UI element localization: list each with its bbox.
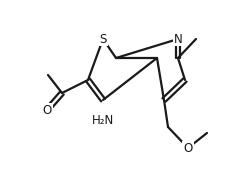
Text: H₂N: H₂N bbox=[92, 113, 114, 126]
Text: N: N bbox=[174, 32, 182, 45]
Text: O: O bbox=[42, 104, 52, 117]
Text: S: S bbox=[99, 32, 107, 45]
Text: O: O bbox=[183, 142, 193, 155]
